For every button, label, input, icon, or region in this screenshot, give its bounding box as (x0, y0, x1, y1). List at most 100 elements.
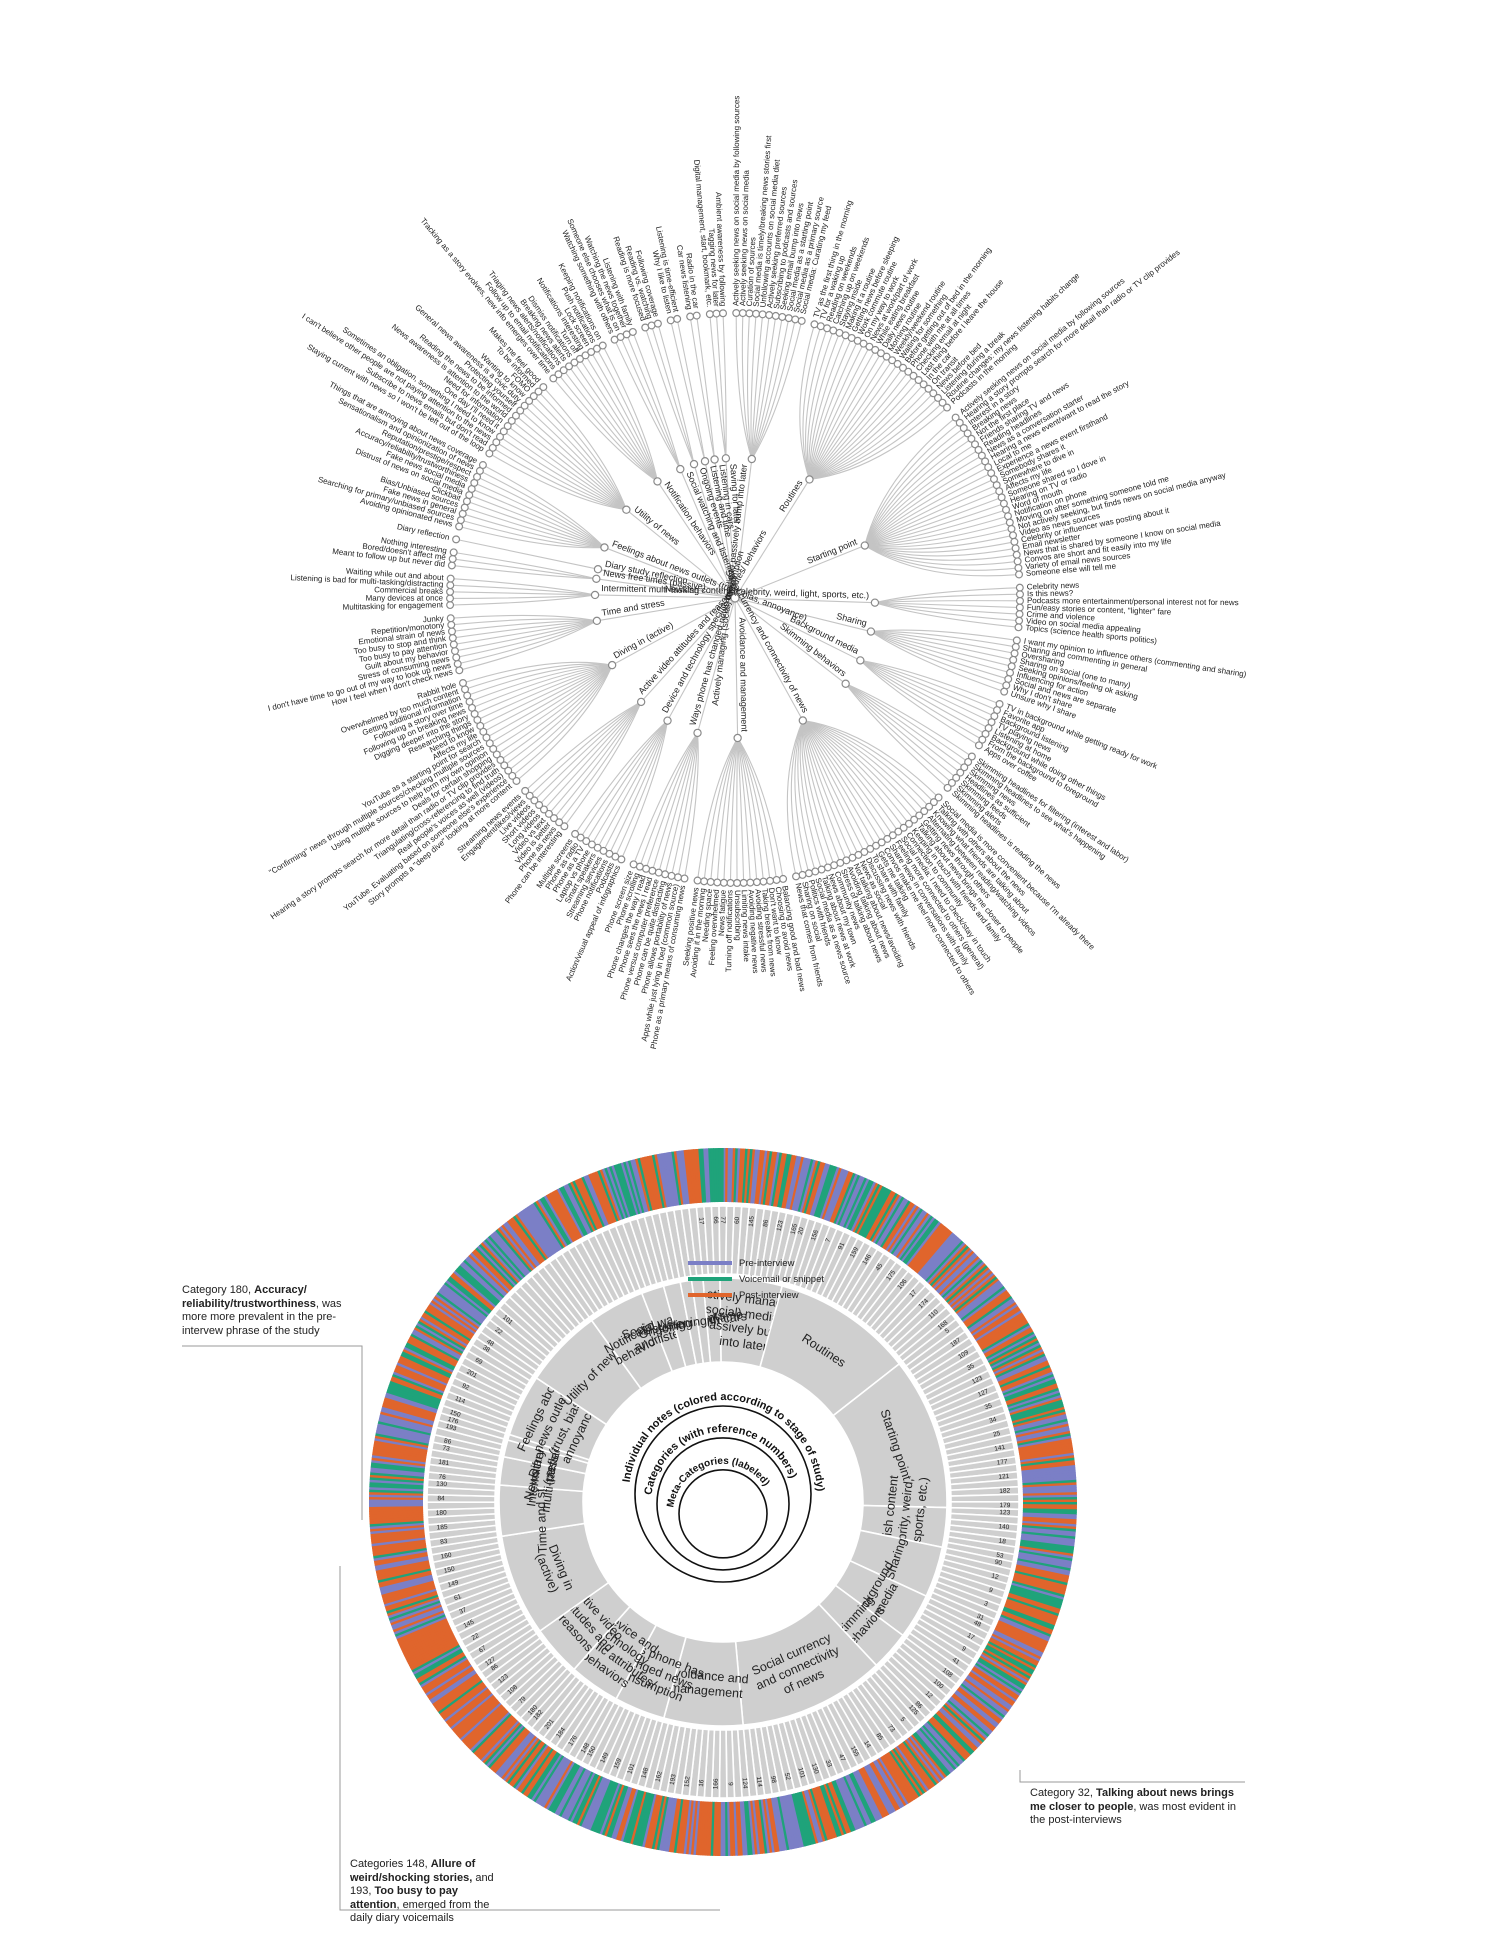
note-segment (404, 1343, 455, 1371)
note-segment (495, 1228, 533, 1273)
tree-leaf-node (920, 807, 929, 816)
note-segment (372, 1447, 427, 1459)
category-reference-number: 16 (698, 1779, 706, 1787)
category-reference-number: 156 (810, 1229, 820, 1242)
note-segment (789, 1156, 805, 1211)
tree-branch (563, 701, 642, 827)
note-segment (370, 1471, 425, 1479)
tree-leaf-node (446, 601, 455, 610)
tree-branch (664, 732, 699, 875)
tree-leaf-node (772, 875, 781, 884)
note-segment (1008, 1592, 1061, 1613)
note-segment (737, 1801, 743, 1856)
tree-branch (451, 618, 597, 626)
note-segment (421, 1313, 469, 1345)
category-reference-number: 123 (999, 1509, 1010, 1516)
note-segment (373, 1549, 428, 1562)
tree-leaf-node (963, 429, 972, 438)
note-segment (379, 1413, 433, 1430)
tree-category-node (747, 454, 756, 464)
note-segment (980, 1653, 1029, 1684)
category-reference-number: 45 (874, 1262, 884, 1272)
tree-leaf-node (581, 351, 590, 360)
note-segment (1017, 1554, 1072, 1567)
tree-branch (651, 732, 699, 871)
tree-leaf-node (1009, 531, 1018, 540)
note-segment (378, 1415, 433, 1432)
category-reference-number: 181 (438, 1459, 450, 1467)
note-segment (588, 1173, 612, 1225)
note-segment (1020, 1455, 1075, 1465)
tree-branch (808, 346, 870, 480)
note-segment (1015, 1566, 1069, 1582)
tree-leaf-node (924, 384, 933, 393)
note-segment (1022, 1520, 1077, 1528)
note-segment (402, 1348, 453, 1375)
note-segment (370, 1528, 425, 1537)
note-segment (1021, 1529, 1076, 1538)
note-segment (754, 1149, 764, 1204)
tree-leaf-node (971, 440, 980, 449)
tree-branch (807, 330, 834, 480)
note-segment (801, 1790, 819, 1844)
tree-branch (591, 720, 668, 845)
note-segment (372, 1452, 427, 1463)
note-segment (1016, 1560, 1071, 1574)
note-segment (912, 1227, 950, 1272)
note-segment (372, 1545, 427, 1557)
note-segment (947, 1266, 990, 1305)
tree-branch (845, 683, 957, 779)
note-segment (644, 1156, 660, 1210)
tree-branch (808, 352, 882, 480)
tree-leaf-node (448, 633, 457, 642)
tree-leaf-label: Celebrity news (1027, 581, 1080, 592)
note-segment (811, 1787, 831, 1841)
tree-branch (751, 318, 790, 460)
ring-divider (423, 1202, 1023, 1802)
note-segment (1009, 1588, 1062, 1608)
tree-leaf-node (967, 752, 976, 761)
tree-category-node (592, 616, 602, 626)
note-segment (973, 1664, 1021, 1697)
tree-branch (533, 395, 627, 510)
note-segment (903, 1739, 939, 1785)
note-segment (807, 1162, 826, 1215)
note-segment (743, 1801, 751, 1856)
tree-branch (677, 732, 699, 878)
note-segment (529, 1204, 561, 1251)
category-segment (426, 1501, 496, 1511)
category-reference-number: 121 (998, 1473, 1010, 1481)
note-segment (676, 1150, 686, 1205)
tree-leaf-node (521, 786, 530, 795)
note-segment (935, 1252, 977, 1293)
note-segment (1006, 1596, 1059, 1617)
tree-leaf-node (516, 406, 525, 415)
note-segment (946, 1699, 990, 1738)
note-segment (914, 1229, 952, 1273)
category-reference-number: 146 (861, 1253, 873, 1266)
tree-branch (620, 336, 681, 470)
note-segment (965, 1293, 1012, 1328)
note-segment (815, 1786, 835, 1839)
note-segment (974, 1308, 1021, 1340)
note-segment (541, 1196, 572, 1245)
note-segment (957, 1686, 1002, 1723)
tree-branch (696, 315, 716, 460)
category-reference-number: 185 (436, 1524, 448, 1532)
note-segment (1019, 1543, 1074, 1555)
tree-branch (679, 468, 736, 599)
tree-branch (734, 597, 846, 685)
tree-branch (874, 593, 1020, 604)
note-segment (510, 1216, 546, 1262)
tree-leaf-node (593, 843, 602, 852)
category-reference-number: 48 (485, 1338, 495, 1348)
note-segment (797, 1159, 815, 1213)
tree-leaf-node (666, 316, 675, 325)
note-segment (663, 1152, 676, 1207)
note-segment (753, 1800, 763, 1855)
tree-leaf-label: Crime and violence (1026, 610, 1095, 623)
note-segment (373, 1439, 428, 1452)
note-segment (778, 1796, 792, 1850)
note-segment (507, 1219, 543, 1265)
